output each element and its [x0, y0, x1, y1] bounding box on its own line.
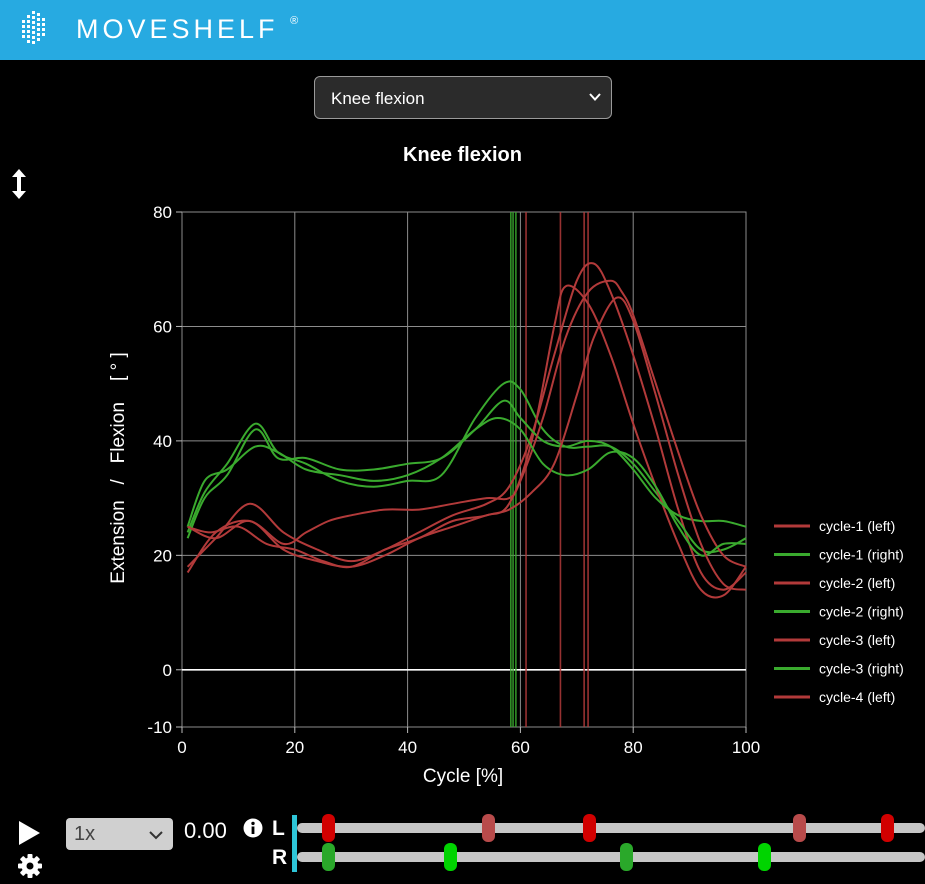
y-axis-label: Extension / Flexion [ ° ] [108, 352, 129, 583]
legend-label: cycle-3 (left) [819, 632, 895, 648]
x-tick-label: 100 [732, 738, 760, 757]
info-icon[interactable] [243, 818, 263, 838]
event-marker[interactable] [321, 843, 335, 871]
event-marker[interactable] [444, 843, 458, 871]
registered-mark: ® [290, 15, 299, 27]
speed-select[interactable]: 1x [66, 818, 173, 850]
y-tick-label: 40 [153, 432, 172, 451]
chevron-down-icon [149, 831, 163, 840]
y-tick-label: 80 [153, 203, 172, 222]
chart-title: Knee flexion [403, 144, 522, 166]
y-tick-label: 20 [153, 546, 172, 565]
right-track-label: R [272, 846, 288, 869]
series-line [186, 380, 747, 554]
legend-label: cycle-1 (left) [819, 518, 895, 534]
plot-frame [181, 211, 747, 728]
x-tick-label: 80 [624, 738, 643, 757]
x-tick-label: 20 [285, 738, 304, 757]
series-line [186, 417, 747, 557]
brand-name[interactable]: MOVESHELF ® [76, 14, 298, 45]
brand-text: MOVESHELF [76, 14, 279, 44]
event-marker[interactable] [582, 814, 596, 842]
event-marker[interactable] [482, 814, 496, 842]
x-axis-label: Cycle [%] [423, 766, 503, 787]
left-event-track[interactable] [297, 814, 925, 842]
chevron-down-icon [589, 93, 601, 101]
playback-bar: 1x 0.00 L R [0, 810, 925, 884]
gear-icon[interactable] [16, 852, 44, 880]
event-marker[interactable] [758, 843, 772, 871]
x-tick-label: 60 [511, 738, 530, 757]
moveshelf-logo-icon [22, 11, 45, 44]
series-line [186, 262, 747, 591]
playhead-cursor[interactable] [292, 815, 297, 872]
y-tick-label: 60 [153, 317, 172, 336]
legend-label: cycle-2 (left) [819, 575, 895, 591]
left-track-label: L [272, 817, 285, 840]
y-tick-label: 0 [163, 661, 172, 680]
event-marker[interactable] [620, 843, 634, 871]
legend-label: cycle-3 (right) [819, 661, 904, 677]
legend: cycle-1 (left) cycle-1 (right) cycle-2 (le… [774, 518, 904, 705]
speed-select-value: 1x [74, 823, 96, 845]
legend-label: cycle-4 (left) [819, 689, 895, 705]
grid-layer [181, 211, 747, 728]
play-icon[interactable] [16, 819, 42, 847]
right-event-track[interactable] [297, 843, 925, 871]
series-line [187, 284, 747, 599]
series-layer [186, 262, 747, 599]
series-line [186, 279, 747, 574]
time-readout: 0.00 [184, 818, 227, 843]
axis-layer: 0 20 40 60 80 100 -10 0 20 40 60 80 [147, 203, 760, 757]
event-marker[interactable] [880, 814, 894, 842]
event-marker[interactable] [321, 814, 335, 842]
series-line [187, 296, 747, 591]
metric-select[interactable]: Knee flexion [314, 76, 612, 119]
metric-select-value: Knee flexion [331, 89, 425, 108]
legend-label: cycle-1 (right) [819, 547, 904, 563]
legend-label: cycle-2 (right) [819, 604, 904, 620]
vertical-resize-icon[interactable] [8, 166, 30, 202]
event-marker[interactable] [792, 814, 806, 842]
x-tick-label: 40 [398, 738, 417, 757]
y-tick-label: -10 [147, 718, 172, 737]
x-tick-label: 0 [177, 738, 186, 757]
top-bar: MOVESHELF ® [0, 0, 925, 60]
